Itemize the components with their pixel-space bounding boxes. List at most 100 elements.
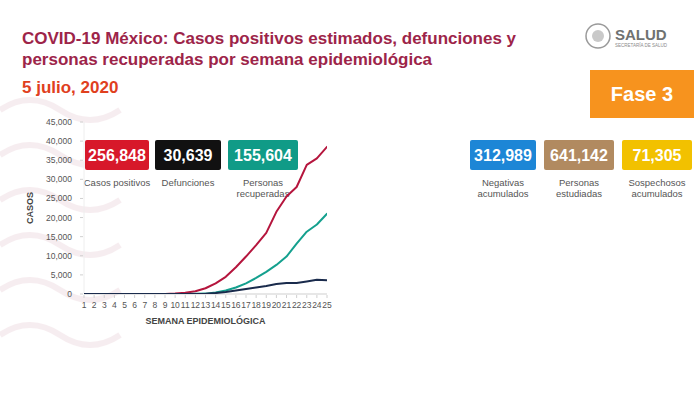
series-line bbox=[84, 147, 327, 294]
y-tick bbox=[80, 160, 83, 161]
x-tick-label: 3 bbox=[102, 300, 107, 310]
y-tick-label: 35,000 bbox=[46, 155, 72, 165]
y-axis bbox=[84, 122, 85, 294]
x-tick bbox=[276, 295, 277, 298]
x-tick bbox=[266, 295, 267, 298]
x-tick-label: 6 bbox=[132, 300, 137, 310]
x-tick bbox=[144, 295, 145, 298]
x-tick bbox=[104, 295, 105, 298]
x-tick-label: 16 bbox=[231, 300, 241, 310]
x-tick-label: 2 bbox=[92, 300, 97, 310]
stat-value: 155,604 bbox=[234, 147, 292, 164]
stat-label: Defunciones bbox=[162, 177, 215, 188]
x-tick bbox=[195, 295, 196, 298]
logo: SALUDSECRETARÍA DE SALUD bbox=[586, 24, 668, 48]
x-tick bbox=[114, 295, 115, 298]
phase-text: Fase 3 bbox=[611, 83, 673, 105]
y-tick-label: 45,000 bbox=[46, 117, 72, 127]
logo-emblem bbox=[586, 24, 610, 48]
y-tick-label: 10,000 bbox=[46, 251, 72, 261]
stat-label: recuperadas bbox=[237, 188, 290, 199]
x-tick bbox=[124, 295, 125, 298]
x-tick-label: 25 bbox=[322, 300, 332, 310]
x-tick-label: 7 bbox=[142, 300, 147, 310]
stat: 641,142 Personasestudiadas bbox=[544, 140, 614, 199]
x-tick bbox=[296, 295, 297, 298]
logo-subtitle: SECRETARÍA DE SALUD bbox=[615, 42, 668, 48]
y-tick-label: 25,000 bbox=[46, 193, 72, 203]
logo-emblem-center bbox=[592, 30, 604, 42]
y-tick-label: 20,000 bbox=[46, 213, 72, 223]
x-tick bbox=[185, 295, 186, 298]
x-tick bbox=[175, 295, 176, 298]
stat: 256,848 Casos positivos bbox=[84, 140, 151, 188]
x-tick-label: 5 bbox=[122, 300, 127, 310]
stat-label: acumulados bbox=[631, 188, 682, 199]
stat-box bbox=[544, 140, 614, 170]
x-tick bbox=[235, 295, 236, 298]
y-tick-label: 40,000 bbox=[46, 136, 72, 146]
x-tick-label: 15 bbox=[221, 300, 231, 310]
y-tick bbox=[80, 294, 83, 295]
decoration-wave bbox=[0, 325, 120, 345]
x-tick-label: 8 bbox=[153, 300, 158, 310]
decoration-wave bbox=[0, 280, 120, 300]
x-tick bbox=[165, 295, 166, 298]
stat-value: 256,848 bbox=[88, 147, 146, 164]
x-tick-label: 11 bbox=[181, 300, 190, 310]
stat-value: 641,142 bbox=[550, 147, 608, 164]
stat-box bbox=[155, 140, 221, 170]
stat-label: acumulados bbox=[477, 188, 528, 199]
x-tick bbox=[316, 295, 317, 298]
background bbox=[0, 0, 700, 394]
marks bbox=[84, 147, 327, 294]
stat-value: 71,305 bbox=[633, 147, 682, 164]
y-tick bbox=[80, 198, 83, 199]
x-tick-label: 9 bbox=[163, 300, 168, 310]
y-tick bbox=[80, 217, 83, 218]
stat: 71,305 Sospechososacumulados bbox=[622, 140, 692, 199]
x-tick-label: 19 bbox=[262, 300, 272, 310]
page: COVID-19 México: Casos positivos estimad… bbox=[0, 0, 700, 394]
x-tick bbox=[286, 295, 287, 298]
stat-box bbox=[85, 140, 149, 170]
stat-value: 312,989 bbox=[474, 147, 532, 164]
stat-label: Casos positivos bbox=[84, 177, 151, 188]
series-line bbox=[84, 280, 327, 294]
x-tick-label: 1 bbox=[82, 300, 87, 310]
title-line: personas recuperadas por semana epidemio… bbox=[22, 50, 433, 69]
stat-label: Personas bbox=[559, 177, 599, 188]
x-tick bbox=[246, 295, 247, 298]
stat-label: Sospechosos bbox=[628, 177, 685, 188]
stat-label: Negativas bbox=[482, 177, 524, 188]
y-tick bbox=[80, 255, 83, 256]
x-tick-label: 13 bbox=[201, 300, 211, 310]
stat: 155,604 Personasrecuperadas bbox=[228, 140, 298, 199]
x-tick-label: 22 bbox=[292, 300, 302, 310]
y-tick bbox=[80, 141, 83, 142]
x-tick-label: 20 bbox=[272, 300, 282, 310]
x-tick-label: 21 bbox=[282, 300, 292, 310]
title-line: COVID-19 México: Casos positivos estimad… bbox=[22, 29, 517, 48]
x-tick bbox=[205, 295, 206, 298]
stat-box bbox=[622, 140, 692, 170]
stat-box bbox=[470, 140, 536, 170]
y-axis-label: CASOS bbox=[25, 192, 35, 224]
x-tick bbox=[134, 295, 135, 298]
x-axis-label: SEMANA EPIDEMIOLÓGICA bbox=[145, 315, 266, 326]
stat-label: estudiadas bbox=[556, 188, 602, 199]
x-tick bbox=[84, 295, 85, 298]
x-tick-label: 14 bbox=[211, 300, 221, 310]
stat-label: Personas bbox=[243, 177, 283, 188]
x-tick-label: 24 bbox=[312, 300, 322, 310]
y-tick bbox=[80, 236, 83, 237]
x-tick-label: 23 bbox=[302, 300, 312, 310]
x-tick-label: 17 bbox=[241, 300, 251, 310]
y-tick-label: 5,000 bbox=[51, 270, 73, 280]
phase-box bbox=[590, 70, 694, 118]
stat: 30,639Defunciones bbox=[155, 140, 221, 188]
y-tick bbox=[80, 274, 83, 275]
stat: 312,989 Negativasacumulados bbox=[470, 140, 536, 199]
y-tick-label: 30,000 bbox=[46, 174, 72, 184]
x-tick bbox=[94, 295, 95, 298]
